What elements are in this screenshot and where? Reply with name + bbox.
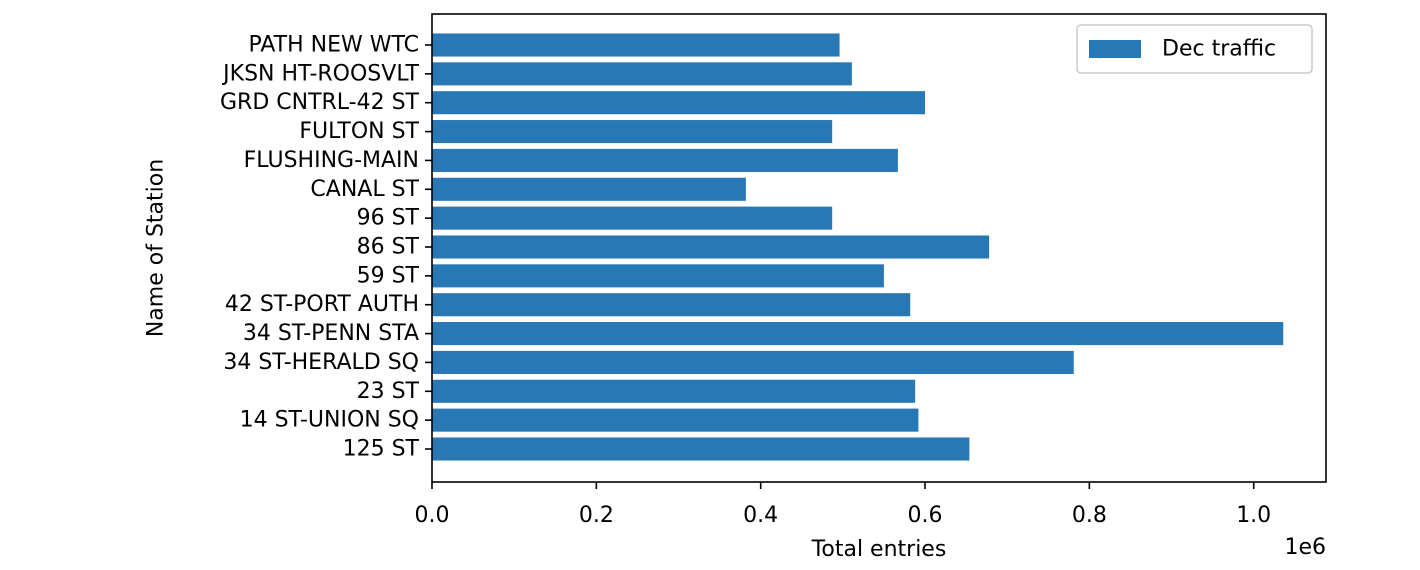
bar: [432, 91, 926, 115]
legend-box: [1076, 24, 1313, 74]
x-tick-label: 0.4: [743, 503, 778, 528]
y-tick-label: FULTON ST: [299, 119, 419, 144]
y-tick-label: CANAL ST: [310, 177, 419, 202]
bar: [432, 148, 898, 172]
x-tick-label: 0.8: [1072, 503, 1107, 528]
bar: [432, 33, 840, 57]
bar: [432, 350, 1074, 374]
legend-label: Dec traffic: [1162, 37, 1276, 62]
y-tick-label: 23 ST: [357, 379, 420, 404]
x-tick-label: 0.0: [415, 503, 450, 528]
y-tick-label: 96 ST: [357, 206, 420, 231]
bars: [432, 33, 1284, 461]
y-axis-label: Name of Station: [144, 159, 169, 337]
y-tick-label: 59 ST: [357, 263, 420, 288]
x-axis-offset-text: 1e6: [1284, 535, 1326, 560]
y-axis-ticks: 125 ST 14 ST-UNION SQ 23 ST 34 ST-HERALD SQ…: [220, 33, 432, 462]
bar: [432, 379, 916, 403]
plot-frame: [431, 13, 1327, 483]
y-tick-label: JKSN HT-ROOSVLT: [221, 61, 419, 86]
bar: [432, 293, 911, 317]
y-tick-label: FLUSHING-MAIN: [244, 148, 419, 173]
bar: [432, 206, 833, 230]
bar: [432, 408, 919, 432]
bar: [432, 437, 970, 461]
bar: [432, 62, 852, 86]
legend-swatch: [1089, 40, 1141, 58]
y-tick-label: PATH NEW WTC: [248, 33, 419, 58]
y-tick-label: 86 ST: [357, 235, 420, 260]
y-tick-label: 125 ST: [343, 437, 420, 462]
y-tick-label: 14 ST-UNION SQ: [240, 408, 419, 433]
bar: [432, 264, 884, 288]
bar: [432, 235, 990, 259]
x-tick-label: 0.2: [579, 503, 614, 528]
y-tick-label: GRD CNTRL-42 ST: [220, 90, 420, 115]
x-axis-label: Total entries: [811, 537, 947, 562]
bar: [432, 177, 746, 201]
legend: Dec traffic: [1076, 24, 1313, 74]
y-tick-label: 34 ST-HERALD SQ: [223, 350, 419, 375]
y-tick-label: 34 ST-PENN STA: [243, 321, 419, 346]
bar: [432, 120, 833, 144]
x-tick-label: 1.0: [1236, 503, 1271, 528]
y-tick-label: 42 ST-PORT AUTH: [225, 292, 419, 317]
bar: [432, 322, 1284, 346]
x-tick-label: 0.6: [908, 503, 943, 528]
x-axis-ticks: 0.0 0.2 0.4 0.6 0.8 1.0: [415, 482, 1271, 528]
